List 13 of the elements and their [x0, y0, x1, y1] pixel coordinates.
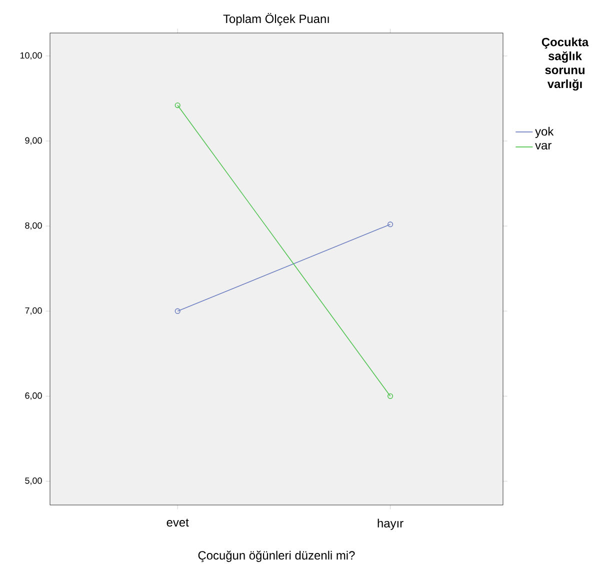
legend-label: yok	[535, 126, 554, 138]
y-tick-label: 5,00	[25, 477, 42, 485]
x-tick-label: evet	[166, 518, 189, 527]
y-tick-label: 10,00	[20, 52, 42, 60]
x-tick-label: hayır	[378, 518, 404, 530]
x-axis-title: Çocuğun öğünleri düzenli mi?	[198, 550, 355, 562]
y-tick-label: 7,00	[25, 307, 42, 315]
y-tick-label: 6,00	[25, 392, 42, 400]
legend-title: Çocukta sağlık sorunu varlığı	[542, 38, 589, 91]
y-tick-label: 8,00	[25, 222, 42, 230]
chart-title: Toplam Ölçek Puanı	[223, 12, 329, 26]
legend-label: var	[535, 142, 552, 150]
y-tick-label: 9,00	[25, 137, 42, 145]
